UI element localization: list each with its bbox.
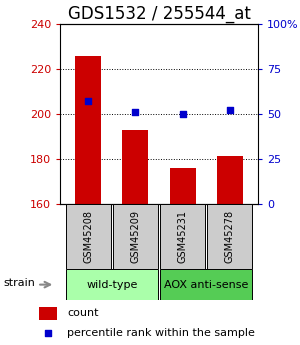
Bar bbox=[75, 56, 101, 204]
Bar bbox=[160, 204, 205, 269]
Bar bbox=[207, 204, 252, 269]
Point bbox=[180, 111, 185, 117]
Bar bbox=[66, 269, 158, 300]
Point bbox=[86, 99, 91, 104]
Text: AOX anti-sense: AOX anti-sense bbox=[164, 280, 248, 289]
Text: GSM45278: GSM45278 bbox=[225, 210, 235, 263]
Point bbox=[133, 109, 138, 115]
Bar bbox=[169, 168, 196, 204]
Text: GSM45209: GSM45209 bbox=[130, 210, 140, 263]
Point bbox=[45, 331, 50, 336]
Text: GSM45231: GSM45231 bbox=[178, 210, 188, 263]
Point bbox=[227, 108, 232, 113]
Text: wild-type: wild-type bbox=[86, 280, 137, 289]
Bar bbox=[113, 204, 158, 269]
Text: GSM45208: GSM45208 bbox=[83, 210, 93, 263]
Bar bbox=[66, 204, 111, 269]
Text: count: count bbox=[67, 308, 98, 318]
Bar bbox=[39, 307, 57, 319]
Bar bbox=[160, 269, 252, 300]
Title: GDS1532 / 255544_at: GDS1532 / 255544_at bbox=[68, 5, 250, 23]
Text: strain: strain bbox=[3, 278, 35, 288]
Text: percentile rank within the sample: percentile rank within the sample bbox=[67, 328, 255, 338]
Bar bbox=[122, 130, 148, 204]
Bar bbox=[217, 157, 243, 204]
